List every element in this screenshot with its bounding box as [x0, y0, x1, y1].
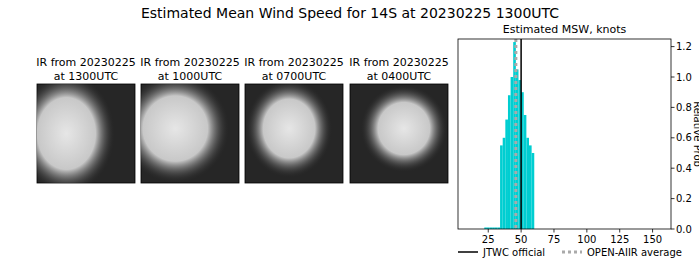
y-tick: [671, 137, 675, 138]
x-tick: [553, 229, 554, 233]
y-tick: [671, 198, 675, 199]
title: Estimated Mean Wind Speed for 14S at 202…: [141, 5, 559, 21]
y-tick-label: 0.2: [676, 193, 692, 204]
bar: [529, 145, 532, 229]
panel-title: IR from 20230225: [140, 56, 239, 69]
cloud: [37, 84, 115, 183]
x-tick-label: 150: [643, 234, 662, 245]
y-tick-label: 0.6: [676, 132, 692, 143]
bar: [500, 145, 503, 229]
panel-title: at 1000UTC: [158, 70, 223, 83]
chart: Estimated Mean Wind Speed for 14S at 202…: [0, 0, 699, 260]
panel-title: IR from 20230225: [244, 56, 343, 69]
panel-title: IR from 20230225: [36, 56, 135, 69]
legend-label: JTWC official: [482, 247, 545, 258]
legend-label: OPEN-AIIR average: [587, 247, 682, 258]
ir-image: [350, 84, 448, 183]
y-tick-label: 0.4: [676, 163, 692, 174]
y-tick: [671, 77, 675, 78]
y-tick-label: 1.0: [676, 72, 692, 83]
y-tick: [671, 168, 675, 169]
bar: [532, 153, 535, 229]
plot-area: [484, 39, 534, 229]
cloud: [361, 85, 447, 172]
x-tick: [586, 229, 587, 233]
bar: [526, 138, 529, 229]
bar: [524, 115, 527, 229]
x-tick: [652, 229, 653, 233]
y-tick: [671, 46, 675, 47]
subtitle: Estimated MSW, knots: [503, 23, 627, 36]
x-tick: [521, 229, 522, 233]
y-tick: [671, 107, 675, 108]
frame: [458, 39, 671, 229]
legend-swatch: [562, 251, 582, 254]
bar: [503, 138, 506, 229]
y-tick-label: 0.0: [676, 224, 692, 235]
panel-title: at 1300UTC: [54, 70, 119, 83]
y-tick-label: 0.8: [676, 102, 692, 113]
reference-line: [520, 39, 522, 229]
x-tick-label: 25: [482, 234, 495, 245]
bar: [511, 77, 514, 229]
y-tick: [671, 229, 675, 230]
y-tick-label: 1.2: [676, 41, 692, 52]
x-tick: [619, 229, 620, 233]
reference-line: [514, 39, 517, 229]
x-tick-label: 75: [548, 234, 561, 245]
bar: [508, 95, 511, 229]
x-tick: [488, 229, 489, 233]
panel-title: at 0700UTC: [262, 70, 327, 83]
x-tick-label: 50: [515, 234, 528, 245]
cloud: [246, 84, 332, 178]
legend-swatch: [458, 251, 478, 253]
panel-title: IR from 20230225: [349, 56, 448, 69]
bar: [505, 120, 508, 229]
x-tick-label: 125: [610, 234, 629, 245]
cloud: [141, 84, 229, 183]
panel-title: at 0400UTC: [367, 70, 432, 83]
y-label: Relative Prob: [692, 101, 699, 167]
x-tick-label: 100: [577, 234, 596, 245]
